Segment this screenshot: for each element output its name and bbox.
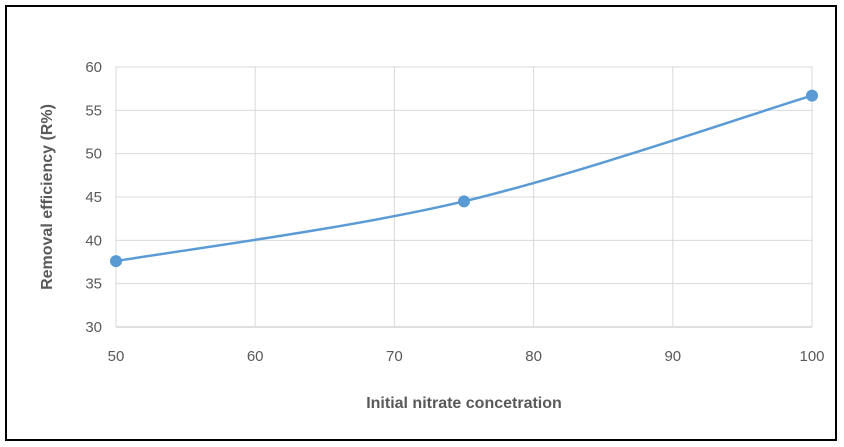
y-tick-label: 35 [85,276,102,293]
x-axis-title: Initial nitrate concetration [366,395,562,412]
y-axis-title: Removal efficiency (R%) [39,104,56,290]
y-tick-label: 30 [85,319,102,336]
x-tick-label: 70 [386,348,403,365]
data-point [806,89,818,102]
series-line [114,94,814,263]
grid-layer [115,66,813,328]
x-tick-label: 60 [247,348,264,365]
data-point [458,195,470,208]
x-tick-label: 100 [799,348,824,365]
x-tick-label: 80 [525,348,542,365]
x-tick-label: 90 [664,348,681,365]
x-tick-labels: 50 60 70 80 90 100 [108,348,825,365]
y-tick-label: 60 [85,59,102,76]
y-tick-label: 55 [85,102,102,119]
series-layer [110,89,818,268]
x-tick-label: 50 [108,348,125,365]
y-tick-label: 45 [85,189,102,206]
chart-frame [5,5,837,441]
y-tick-label: 50 [85,146,102,163]
y-tick-label: 40 [85,232,102,249]
y-tick-labels: 30 35 40 45 50 55 60 [85,59,102,336]
data-point [110,255,122,268]
